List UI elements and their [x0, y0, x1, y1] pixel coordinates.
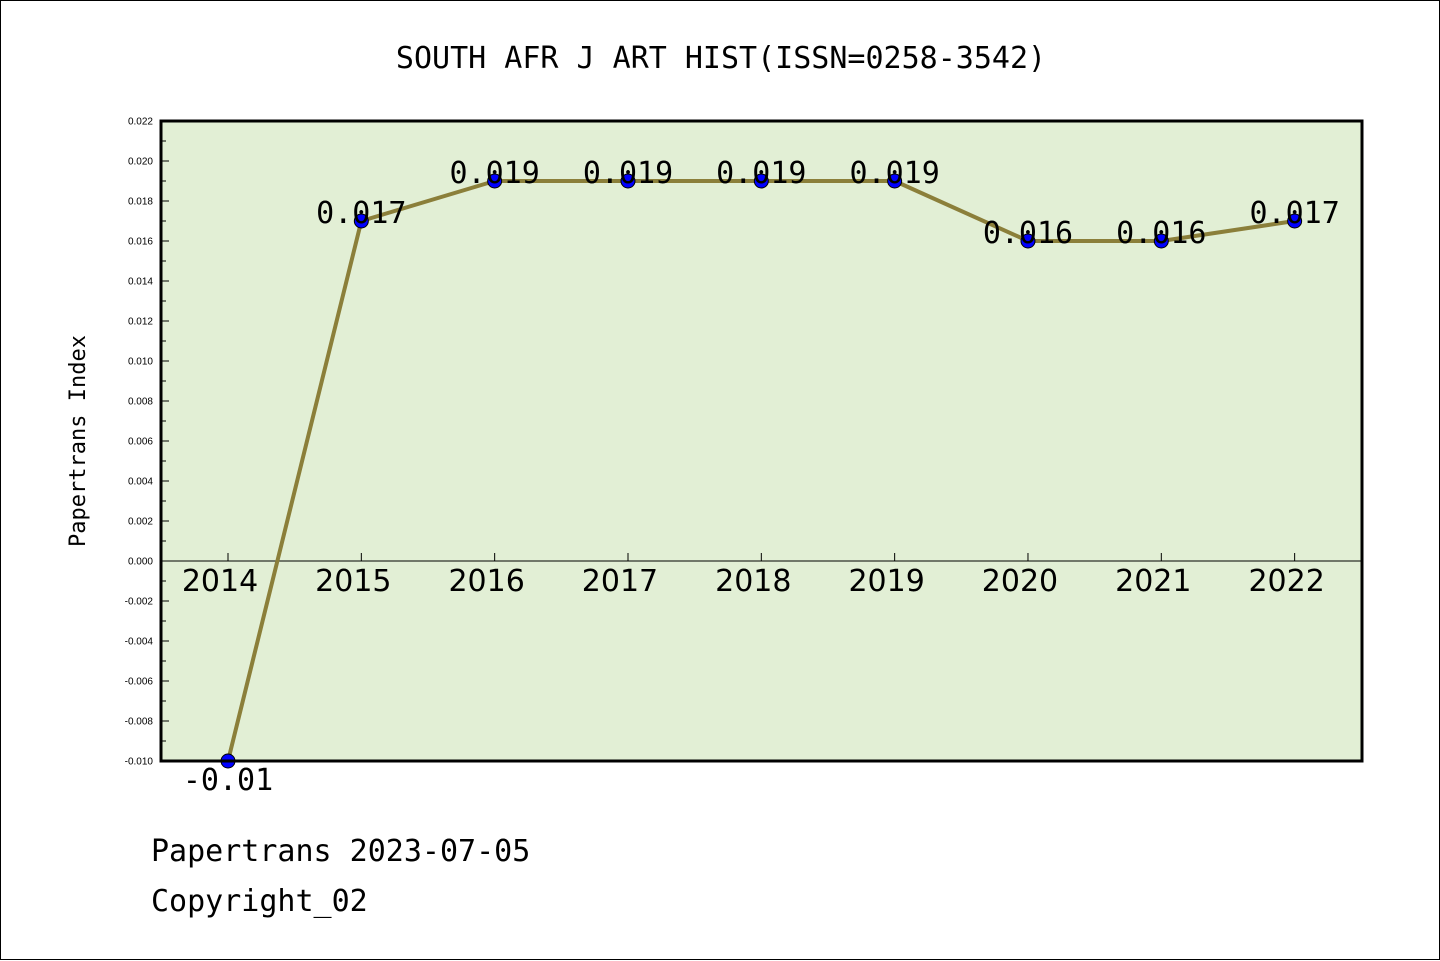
y-tick-label: 0.006 [128, 437, 153, 448]
y-tick-label: 0.014 [128, 277, 153, 288]
footer-copyright: Copyright_02 [151, 884, 368, 919]
y-tick-label: 0.018 [128, 197, 153, 208]
x-tick-label: 2022 [1248, 564, 1324, 599]
x-tick-label: 2014 [182, 564, 258, 599]
data-point [887, 173, 903, 189]
x-tick-label: 2017 [582, 564, 658, 599]
y-tick-label: 0.012 [128, 317, 153, 328]
y-tick-label: 0.010 [128, 357, 153, 368]
data-label: 0.017 [1249, 196, 1339, 231]
footer-date: Papertrans 2023-07-05 [151, 834, 531, 869]
y-tick-label: -0.002 [125, 597, 154, 608]
data-point [1287, 213, 1303, 229]
data-point [1020, 233, 1036, 249]
y-tick-label: 0.020 [128, 157, 153, 168]
data-point [753, 173, 769, 189]
data-label: 0.017 [316, 196, 406, 231]
y-tick-label: 0.008 [128, 397, 153, 408]
y-tick-label: -0.004 [125, 637, 154, 648]
y-tick-label: 0.004 [128, 477, 153, 488]
chart-title: SOUTH AFR J ART HIST(ISSN=0258-3542) [396, 41, 1046, 76]
data-label: 0.019 [716, 156, 806, 191]
data-label: 0.019 [583, 156, 673, 191]
x-tick-label: 2019 [848, 564, 924, 599]
data-label: 0.016 [1116, 216, 1206, 251]
x-tick-label: 2021 [1115, 564, 1191, 599]
y-tick-label: 0.002 [128, 517, 153, 528]
data-label: 0.019 [450, 156, 540, 191]
y-axis-label: Papertrans Index [66, 335, 91, 547]
x-tick-label: 2018 [715, 564, 791, 599]
y-tick-label: -0.010 [125, 757, 154, 768]
data-label: 0.019 [849, 156, 939, 191]
y-tick-label: -0.008 [125, 717, 154, 728]
y-tick-label: 0.016 [128, 237, 153, 248]
x-tick-label: 2020 [982, 564, 1058, 599]
x-tick-label: 2016 [448, 564, 524, 599]
data-point [620, 173, 636, 189]
data-point [1153, 233, 1169, 249]
data-point [487, 173, 503, 189]
y-tick-label: 0.022 [128, 117, 153, 128]
x-tick-label: 2015 [315, 564, 391, 599]
y-tick-label: 0.000 [128, 557, 153, 568]
plot-border [159, 119, 1364, 763]
y-tick-label: -0.006 [125, 677, 154, 688]
data-label: -0.01 [183, 763, 273, 798]
data-point [353, 213, 369, 229]
data-label: 0.016 [983, 216, 1073, 251]
